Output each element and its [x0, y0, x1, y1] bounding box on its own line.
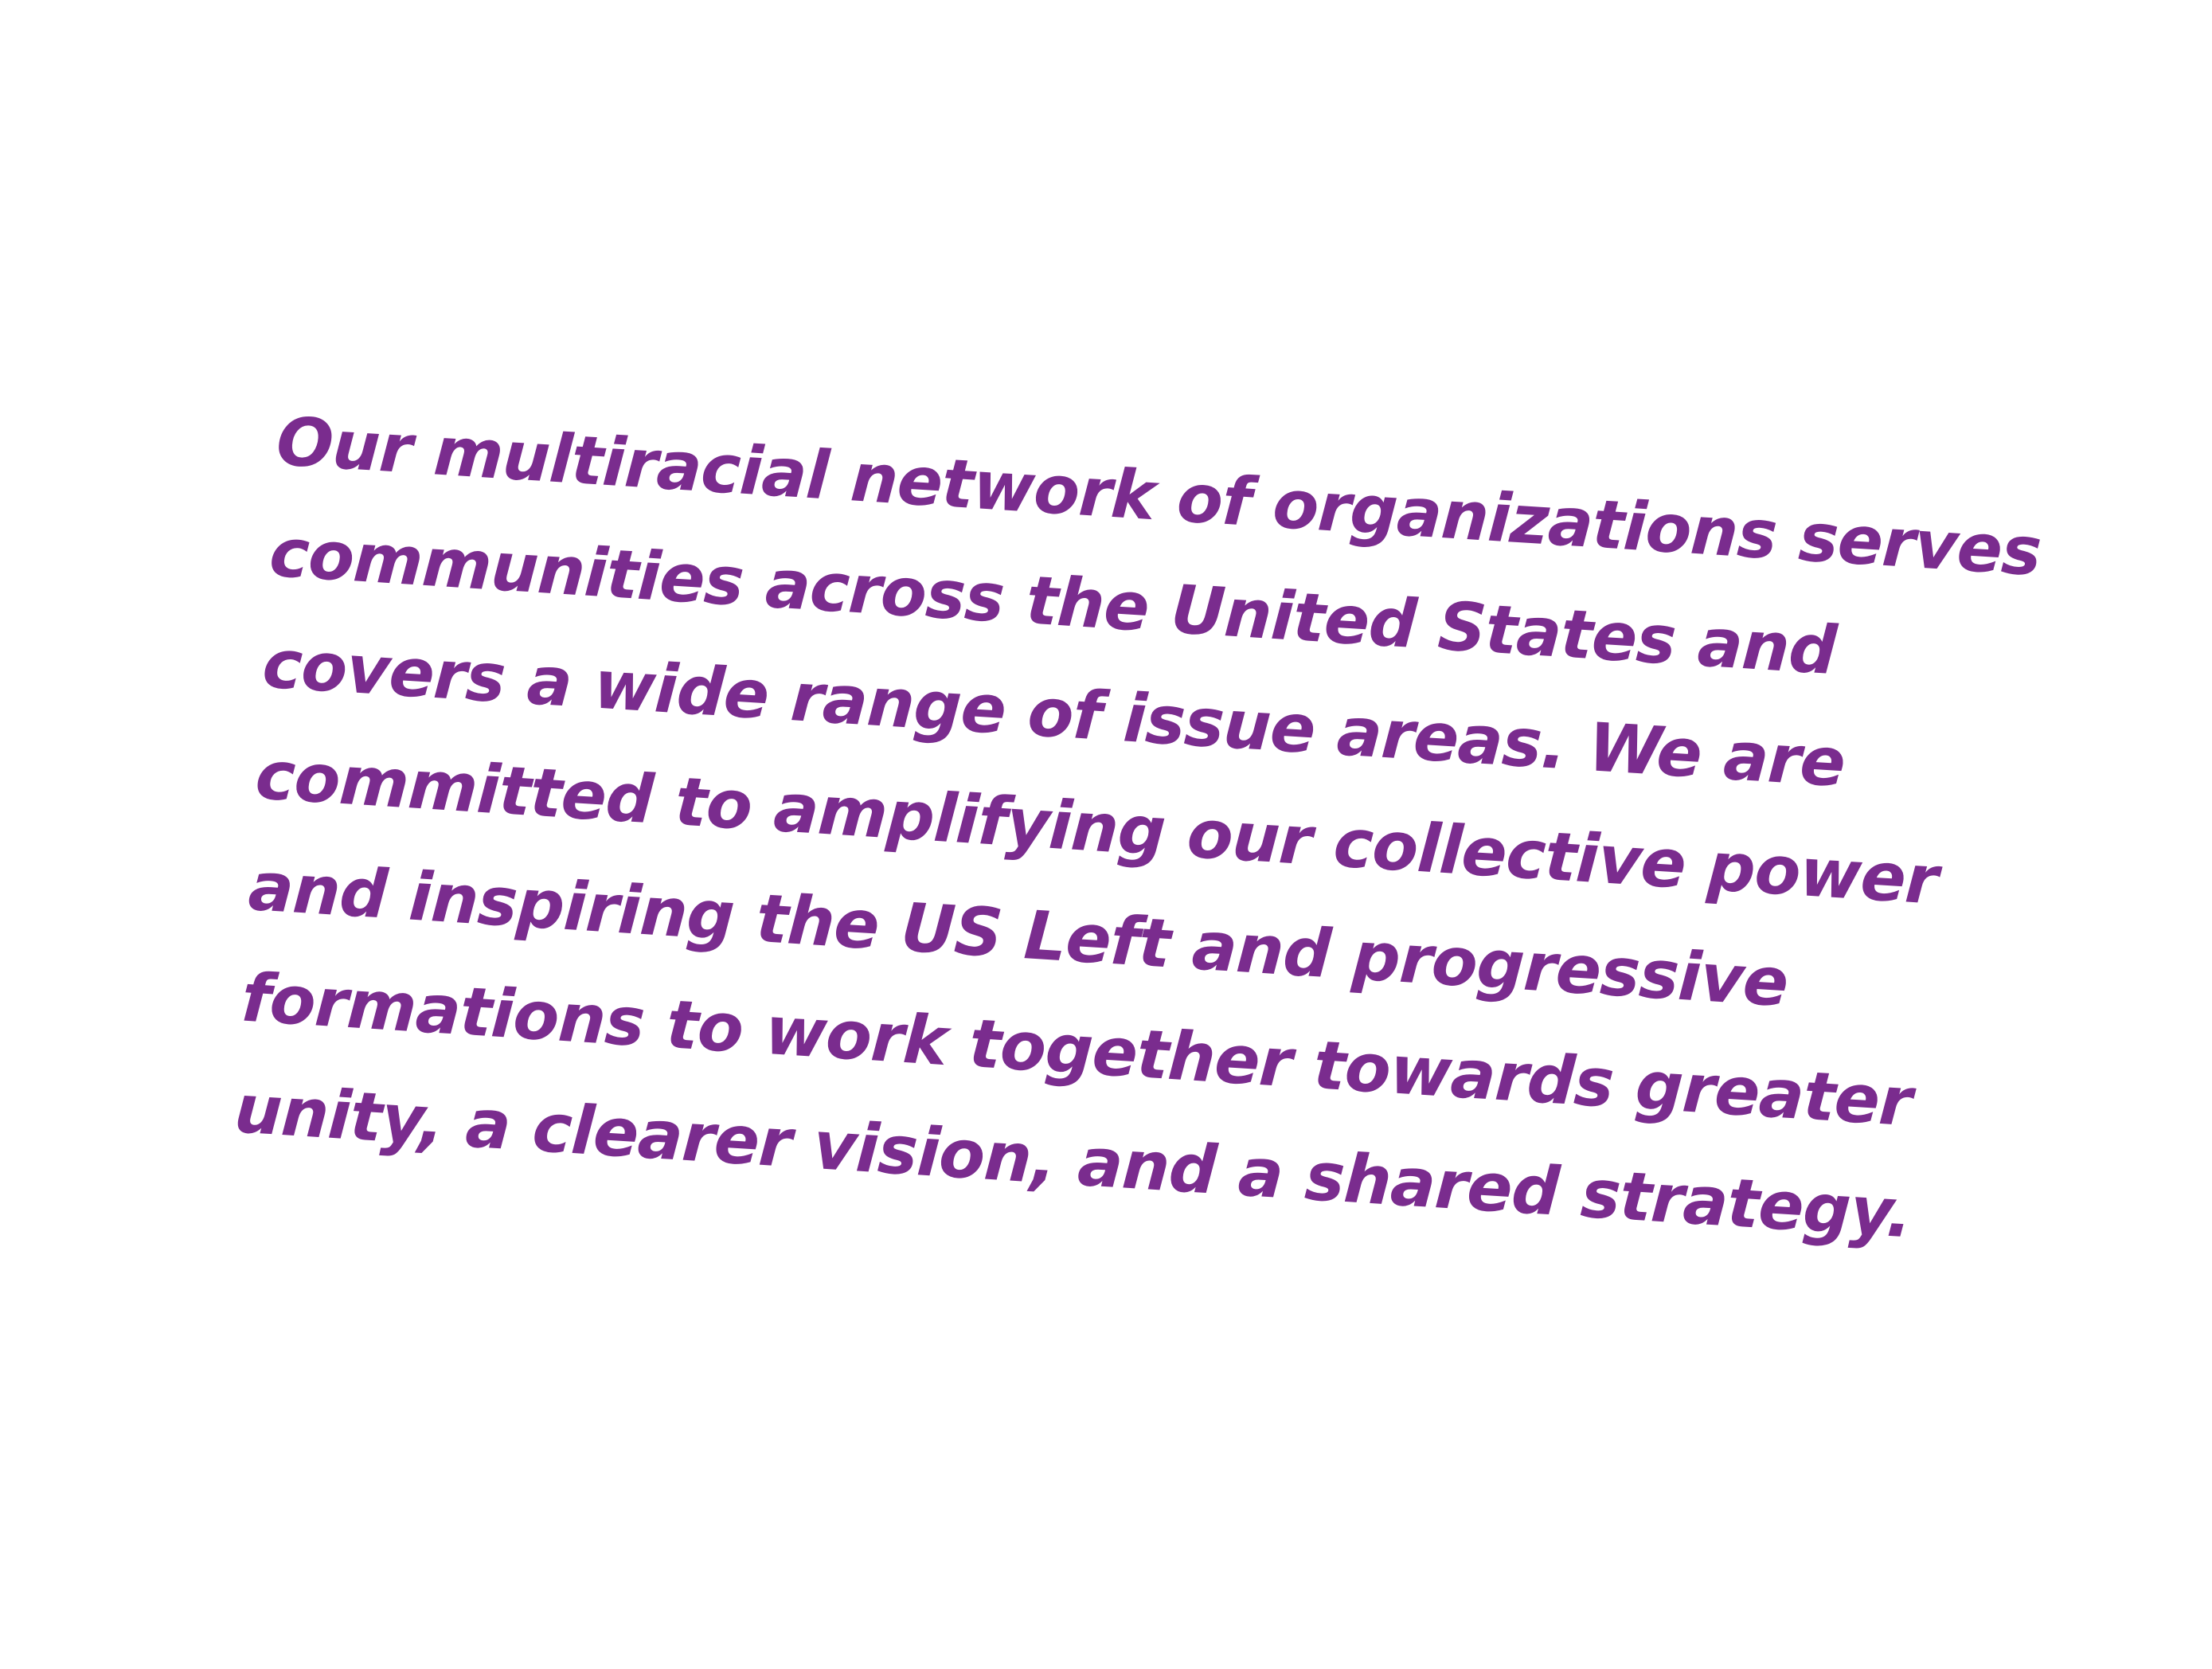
mission-statement: Our multiracial network of organizations…: [231, 385, 2043, 1274]
